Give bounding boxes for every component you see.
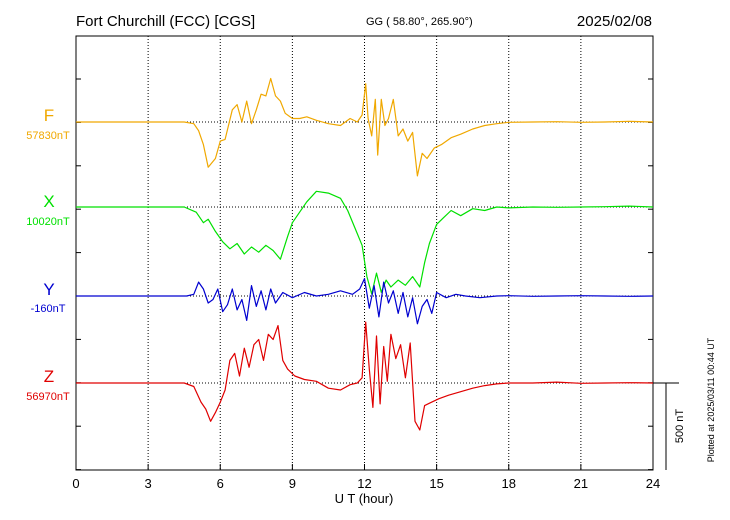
- x-tick-label: 24: [646, 476, 660, 491]
- series-layer: [76, 77, 654, 431]
- station-title: Fort Churchill (FCC) [CGS]: [76, 13, 255, 30]
- series-line-z: [76, 321, 654, 431]
- series-baseline-f: 57830nT: [26, 130, 70, 142]
- series-baseline-y: -160nT: [31, 303, 66, 315]
- series-line-f: [76, 77, 654, 177]
- plotted-at-note: Plotted at 2025/03/11 00:44 UT: [706, 337, 716, 462]
- x-tick-label: 6: [217, 476, 224, 491]
- x-tick-label: 21: [574, 476, 588, 491]
- scale-bar: 500 nT: [653, 382, 686, 470]
- series-baseline-z: 56970nT: [26, 391, 70, 403]
- series-baseline-x: 10020nT: [26, 216, 70, 228]
- series-name-y: Y: [43, 280, 54, 299]
- series-name-z: Z: [44, 367, 54, 386]
- series-name-x: X: [43, 192, 54, 211]
- series-line-y: [76, 278, 654, 325]
- x-tick-label: 18: [502, 476, 516, 491]
- series-line-x: [76, 190, 654, 295]
- x-tick-label: 3: [145, 476, 152, 491]
- x-axis-label: U T (hour): [335, 491, 394, 506]
- x-tick-label: 12: [357, 476, 371, 491]
- scale-bar-label: 500 nT: [674, 409, 686, 444]
- date-label: 2025/02/08: [577, 13, 652, 30]
- x-axis-ticks: 0 3 6 9 12 15 18 21 24: [72, 464, 660, 491]
- series-labels: F 57830nT X 10020nT Y -160nT Z 56970nT: [26, 106, 70, 403]
- series-name-f: F: [44, 106, 54, 125]
- x-tick-label: 15: [429, 476, 443, 491]
- grid-lines: [76, 36, 653, 471]
- x-tick-label: 9: [289, 476, 296, 491]
- coordinates-label: GG ( 58.80°, 265.90°): [366, 16, 473, 28]
- x-tick-label: 0: [72, 476, 79, 491]
